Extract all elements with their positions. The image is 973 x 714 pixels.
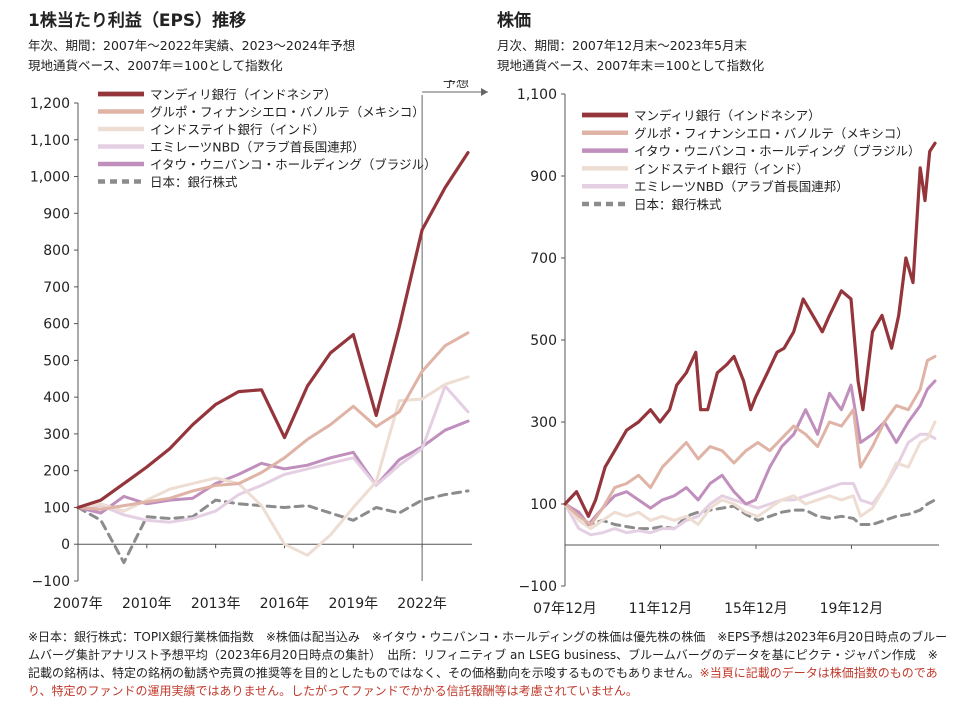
x-tick-label: 11年12月 [629, 601, 693, 617]
y-tick-label: 100 [530, 497, 557, 513]
legend-label: マンディリ銀行（インドネシア） [634, 108, 821, 123]
x-tick-label: 2016年 [260, 596, 310, 612]
legend-label: インドステイト銀行（インド） [634, 161, 809, 176]
y-tick-label: 300 [43, 427, 70, 443]
y-tick-label: 400 [43, 390, 70, 406]
y-tick-label: 700 [530, 251, 557, 267]
y-tick-label: 1,100 [517, 87, 557, 103]
legend-label: 日本：銀行株式 [634, 197, 722, 212]
y-tick-label: 1,000 [30, 170, 70, 186]
y-tick-label: 800 [43, 243, 70, 259]
stock-price-line-chart: −100 100 300 500 700 900 1,100 07年12月 11年12月 15年1… [517, 87, 939, 617]
footnotes: ※日本：銀行株式：TOPIX銀行業株価指数 ※株価は配当込み ※イタウ・ウニバン… [28, 628, 948, 700]
y-tick-label: 200 [43, 464, 70, 480]
y-tick-label: 1,200 [30, 96, 70, 112]
right-chart-subtitle-basis: 現地通貨ベース、2007年末＝100として指数化 [497, 58, 765, 73]
y-tick-label: −100 [519, 579, 557, 595]
x-tick-label: 2010年 [122, 596, 172, 612]
y-tick-label: 1,100 [30, 133, 70, 149]
y-tick-label: 500 [43, 353, 70, 369]
series-line-0 [563, 141, 937, 518]
series-line-1 [76, 331, 470, 511]
y-tick-label: 500 [530, 333, 557, 349]
series-line-1 [563, 354, 937, 526]
right-chart-subtitle-period: 月次、期間：2007年12月末～2023年5月末 [497, 38, 747, 53]
left-chart-subtitle-period: 年次、期間：2007年～2022年実績、2023～2024年予想 [28, 38, 356, 53]
y-tick-label: 900 [43, 206, 70, 222]
footnote-text: ※日本：銀行株式：TOPIX銀行業株価指数 ※株価は配当込み ※イタウ・ウニバン… [28, 630, 948, 680]
x-tick-label: 2019年 [328, 596, 378, 612]
legend-label: イタウ・ウニバンコ・ホールディング（ブラジル） [634, 144, 921, 159]
x-tick-label: 2007年 [53, 596, 103, 612]
series-line-5 [563, 498, 937, 531]
forecast-label: 予想 [443, 80, 469, 91]
series-line-3 [563, 420, 937, 531]
y-tick-label: 0 [61, 537, 70, 553]
series-line-2 [563, 379, 937, 526]
legend-label: マンディリ銀行（インドネシア） [150, 87, 337, 102]
eps-line-chart: 予想 −100 0 100 200 300 400 500 600 700 800 900 1,000… [30, 80, 488, 612]
series-line-4 [76, 419, 470, 515]
y-tick-label: 900 [530, 169, 557, 185]
right-chart-title: 株価 [497, 11, 531, 31]
x-tick-label: 15年12月 [724, 601, 788, 617]
y-tick-label: 600 [43, 317, 70, 333]
legend-label: インドステイト銀行（インド） [150, 122, 325, 137]
x-tick-label: 07年12月 [533, 601, 597, 617]
y-tick-label: 100 [43, 500, 70, 516]
series-line-3 [76, 384, 470, 524]
x-tick-label: 2022年 [397, 596, 447, 612]
y-tick-label: 300 [530, 415, 557, 431]
series-line-5 [76, 489, 470, 565]
x-tick-label: 2013年 [191, 596, 241, 612]
legend-label: グルポ・フィナンシエロ・バノルテ（メキシコ） [634, 126, 909, 141]
legend-label: エミレーツNBD（アラブ首長国連邦） [634, 179, 849, 194]
legend-label: エミレーツNBD（アラブ首長国連邦） [150, 140, 365, 155]
forecast-arrow-head [481, 88, 488, 96]
y-tick-label: −100 [32, 574, 70, 590]
legend-label: 日本：銀行株式 [150, 175, 238, 190]
left-chart-subtitle-basis: 現地通貨ベース、2007年＝100として指数化 [28, 58, 283, 73]
footnote-disclaimer: ※当頁に記載のデータは株価指数のものであり、特定のファンドの運用実績ではありませ… [28, 666, 938, 698]
left-chart-title: 1株当たり利益（EPS）推移 [28, 11, 247, 31]
x-tick-label: 19年12月 [820, 601, 884, 617]
legend-label: グルポ・フィナンシエロ・バノルテ（メキシコ） [150, 105, 425, 120]
series-line-0 [76, 150, 470, 510]
y-tick-label: 700 [43, 280, 70, 296]
legend-label: イタウ・ウニバンコ・ホールディング（ブラジル） [150, 157, 437, 172]
